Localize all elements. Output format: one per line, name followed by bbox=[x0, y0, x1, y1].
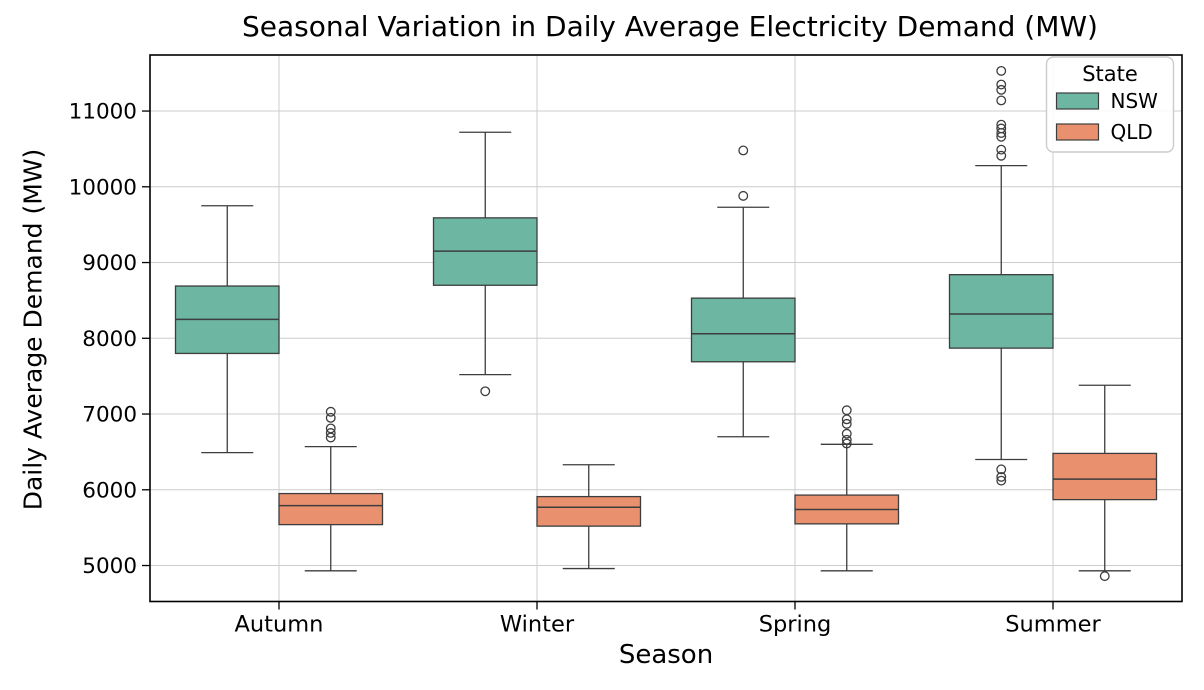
iqr-box bbox=[536, 495, 642, 527]
outlier-point bbox=[996, 79, 1007, 90]
box-NSW-Spring bbox=[690, 145, 796, 438]
y-tick-label: 10000 bbox=[69, 175, 137, 200]
outlier-point bbox=[738, 190, 749, 201]
box-QLD-Winter bbox=[536, 464, 642, 570]
iqr-box bbox=[690, 297, 796, 363]
outlier-point bbox=[996, 150, 1007, 161]
iqr-box bbox=[278, 492, 384, 526]
outlier-point bbox=[841, 428, 852, 439]
x-tick-label: Spring bbox=[759, 612, 832, 638]
outlier-point bbox=[325, 428, 336, 438]
y-tick-label: 6000 bbox=[82, 478, 137, 503]
outlier-point bbox=[996, 84, 1007, 95]
x-tick-label: Summer bbox=[1005, 612, 1101, 638]
outlier-point bbox=[841, 434, 852, 445]
outlier-point bbox=[841, 414, 852, 425]
box-QLD-Spring bbox=[794, 405, 900, 572]
outlier-point bbox=[841, 418, 852, 429]
box-QLD-Summer bbox=[1052, 384, 1158, 582]
chart-title: Seasonal Variation in Daily Average Elec… bbox=[242, 10, 1098, 43]
outlier-point bbox=[996, 475, 1007, 486]
outlier-point bbox=[996, 65, 1007, 76]
outlier-point bbox=[996, 464, 1007, 475]
outlier-point bbox=[1099, 571, 1110, 582]
outlier-point bbox=[996, 131, 1007, 142]
outlier-point bbox=[325, 412, 336, 423]
y-tick-label: 7000 bbox=[82, 403, 137, 428]
iqr-box bbox=[948, 274, 1054, 349]
box-NSW-Winter bbox=[432, 131, 538, 397]
legend-title: State bbox=[1082, 62, 1138, 86]
axes-spines bbox=[149, 54, 1183, 603]
legend-swatch-NSW bbox=[1055, 92, 1100, 110]
x-tick-label: Autumn bbox=[235, 612, 324, 638]
y-tick-label: 11000 bbox=[69, 100, 137, 125]
outlier-point bbox=[325, 432, 336, 443]
box-NSW-Autumn bbox=[174, 205, 280, 454]
y-tick-label: 5000 bbox=[82, 554, 137, 579]
y-tick-label: 8000 bbox=[82, 327, 137, 352]
x-tick-label: Winter bbox=[500, 612, 575, 638]
legend-swatch-QLD bbox=[1055, 123, 1100, 141]
legend-label-NSW: NSW bbox=[1111, 89, 1159, 113]
outlier-point bbox=[996, 95, 1007, 106]
outlier-point bbox=[480, 386, 491, 397]
outlier-point bbox=[996, 471, 1007, 482]
outlier-point bbox=[996, 128, 1007, 138]
outlier-point bbox=[325, 406, 336, 417]
outlier-point bbox=[738, 145, 749, 156]
outlier-point bbox=[996, 144, 1007, 155]
y-tick-label: 9000 bbox=[82, 251, 137, 276]
legend-label-QLD: QLD bbox=[1111, 120, 1153, 144]
box-NSW-Summer bbox=[948, 65, 1054, 486]
iqr-box bbox=[1052, 452, 1158, 501]
x-axis-label: Season bbox=[618, 640, 714, 670]
outlier-point bbox=[841, 438, 852, 449]
box-QLD-Autumn bbox=[278, 406, 384, 572]
